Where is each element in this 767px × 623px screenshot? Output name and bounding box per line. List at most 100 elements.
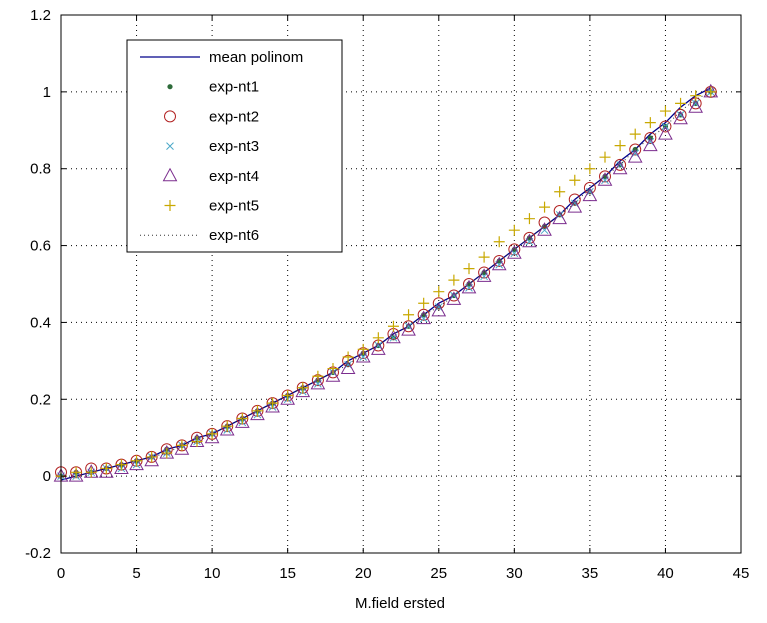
- y-tick-label: 0.6: [30, 238, 51, 255]
- y-tick-label: -0.2: [25, 545, 51, 562]
- data-point: [325, 368, 341, 382]
- tick-layer: 0 5 10 15 20 25 30 35 40 45 -0.2 0 0.2 0.4 0.6 0.8 1 1.2: [25, 7, 749, 582]
- data-point: [568, 193, 581, 206]
- x-tick-label: 25: [430, 565, 447, 582]
- data-point: [85, 466, 97, 478]
- x-tick-label: 20: [355, 565, 372, 582]
- data-point: [629, 143, 642, 156]
- data-point: [115, 459, 127, 471]
- data-point: [659, 105, 671, 117]
- data-point: [418, 297, 430, 309]
- data-point: [523, 231, 536, 244]
- series-exp-nt4: [53, 83, 719, 482]
- data-point: [674, 108, 687, 121]
- data-point: [642, 137, 658, 152]
- data-point: [506, 245, 522, 259]
- data-point: [555, 210, 564, 219]
- data-point: [646, 137, 655, 146]
- data-point: [417, 308, 430, 321]
- data-point: [554, 186, 566, 198]
- data-point: [553, 204, 566, 217]
- data-point: [403, 309, 415, 321]
- data-point: [584, 163, 596, 175]
- data-point: [614, 140, 626, 152]
- legend-item: exp-nt4: [162, 167, 259, 185]
- legend-swatch: [164, 200, 176, 211]
- data-point: [434, 303, 443, 311]
- data-point: [586, 187, 594, 196]
- y-tick-label: 0.4: [30, 314, 51, 331]
- data-point: [131, 455, 143, 467]
- data-point: [342, 351, 354, 363]
- data-point: [539, 201, 551, 213]
- data-point: [538, 216, 551, 229]
- data-point: [676, 111, 685, 119]
- x-tick-label: 0: [57, 565, 65, 582]
- data-point: [614, 158, 627, 171]
- data-point: [146, 451, 158, 463]
- axes-frame: [60, 14, 742, 554]
- data-point: [265, 398, 280, 413]
- legend-item: exp-nt5: [164, 198, 259, 215]
- data-point: [386, 329, 401, 344]
- data-point: [658, 126, 673, 140]
- data-point: [644, 117, 656, 129]
- data-point: [631, 149, 640, 158]
- x-tick-label: 30: [506, 565, 523, 582]
- data-point: [221, 420, 233, 432]
- data-point: [176, 439, 188, 451]
- legend-label: mean polinom: [209, 49, 303, 66]
- legend-label: exp-nt3: [209, 138, 259, 155]
- data-point: [357, 343, 369, 355]
- data-point: [280, 391, 296, 405]
- legend-label: exp-nt5: [209, 198, 259, 215]
- legend-swatch: [166, 142, 174, 150]
- data-point: [491, 256, 507, 271]
- data-point: [688, 99, 704, 113]
- legend-item: exp-nt1: [167, 79, 259, 96]
- data-point: [508, 224, 520, 236]
- data-point: [206, 428, 218, 440]
- data-point: [129, 456, 144, 471]
- data-point: [493, 254, 506, 267]
- data-point: [219, 421, 235, 436]
- legend-label: exp-nt2: [209, 108, 259, 125]
- data-point: [599, 170, 611, 183]
- series-line-exp-nt6: [61, 91, 712, 477]
- x-axis-label: M.field ersted: [355, 595, 445, 612]
- data-point: [446, 291, 462, 305]
- data-point: [432, 297, 445, 310]
- data-point: [282, 389, 294, 401]
- data-point: [374, 341, 383, 350]
- data-point: [251, 405, 263, 417]
- data-point: [204, 429, 220, 444]
- x-tick-label: 45: [733, 565, 750, 582]
- data-point: [387, 320, 399, 332]
- data-point: [344, 360, 352, 369]
- data-point: [327, 363, 339, 375]
- data-point: [297, 382, 309, 394]
- data-point: [493, 236, 505, 248]
- data-point: [401, 322, 416, 336]
- x-tick-label: 15: [279, 565, 296, 582]
- data-point: [416, 310, 432, 325]
- series-exp-nt6: [61, 91, 712, 477]
- data-point: [370, 341, 386, 355]
- data-point: [372, 332, 384, 344]
- data-point: [552, 210, 568, 225]
- data-point: [295, 383, 311, 398]
- data-point: [355, 348, 371, 363]
- data-point: [597, 172, 613, 186]
- legend-swatch: [164, 110, 176, 123]
- data-point: [68, 468, 84, 482]
- data-point: [174, 441, 190, 455]
- data-point: [100, 462, 112, 474]
- legend-item: exp-nt3: [166, 138, 259, 155]
- data-point: [583, 181, 596, 194]
- y-tick-label: 1: [43, 84, 51, 101]
- data-point: [644, 131, 657, 144]
- series-layer: [53, 83, 719, 482]
- data-point: [191, 436, 203, 448]
- legend-label: exp-nt4: [209, 168, 259, 185]
